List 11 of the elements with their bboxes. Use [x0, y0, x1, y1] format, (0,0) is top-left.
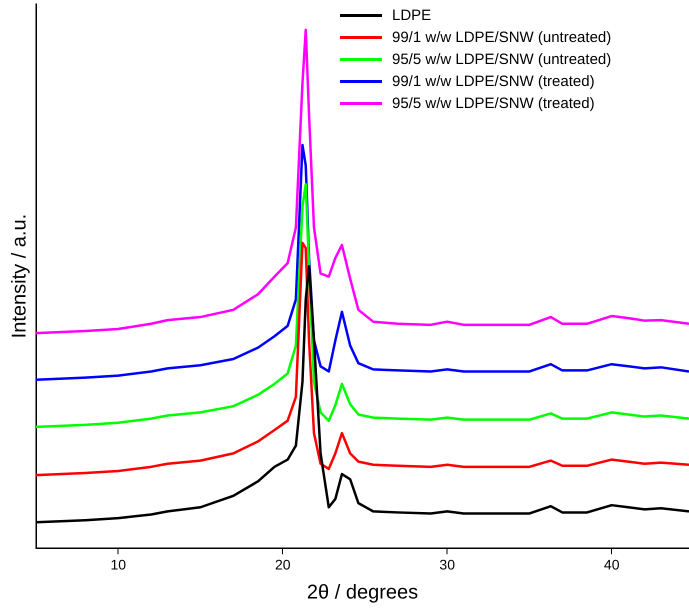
x-tick-label: 30 — [439, 556, 456, 572]
legend-label: 95/5 w/w LDPE/SNW (treated) — [392, 94, 595, 112]
legend-label: 99/1 w/w LDPE/SNW (treated) — [392, 72, 595, 90]
x-tick-label: 40 — [604, 556, 620, 572]
legend-label: 99/1 w/w LDPE/SNW (untreated) — [392, 28, 612, 46]
x-tick-label: 20 — [274, 556, 291, 572]
legend-label: LDPE — [392, 6, 432, 24]
y-axis-title: Intensity / a.u. — [8, 214, 31, 338]
x-tick-label: 10 — [110, 556, 126, 572]
legend-label: 95/5 w/w LDPE/SNW (untreated) — [392, 50, 612, 68]
x-axis-title: 2θ / degrees — [306, 582, 418, 604]
